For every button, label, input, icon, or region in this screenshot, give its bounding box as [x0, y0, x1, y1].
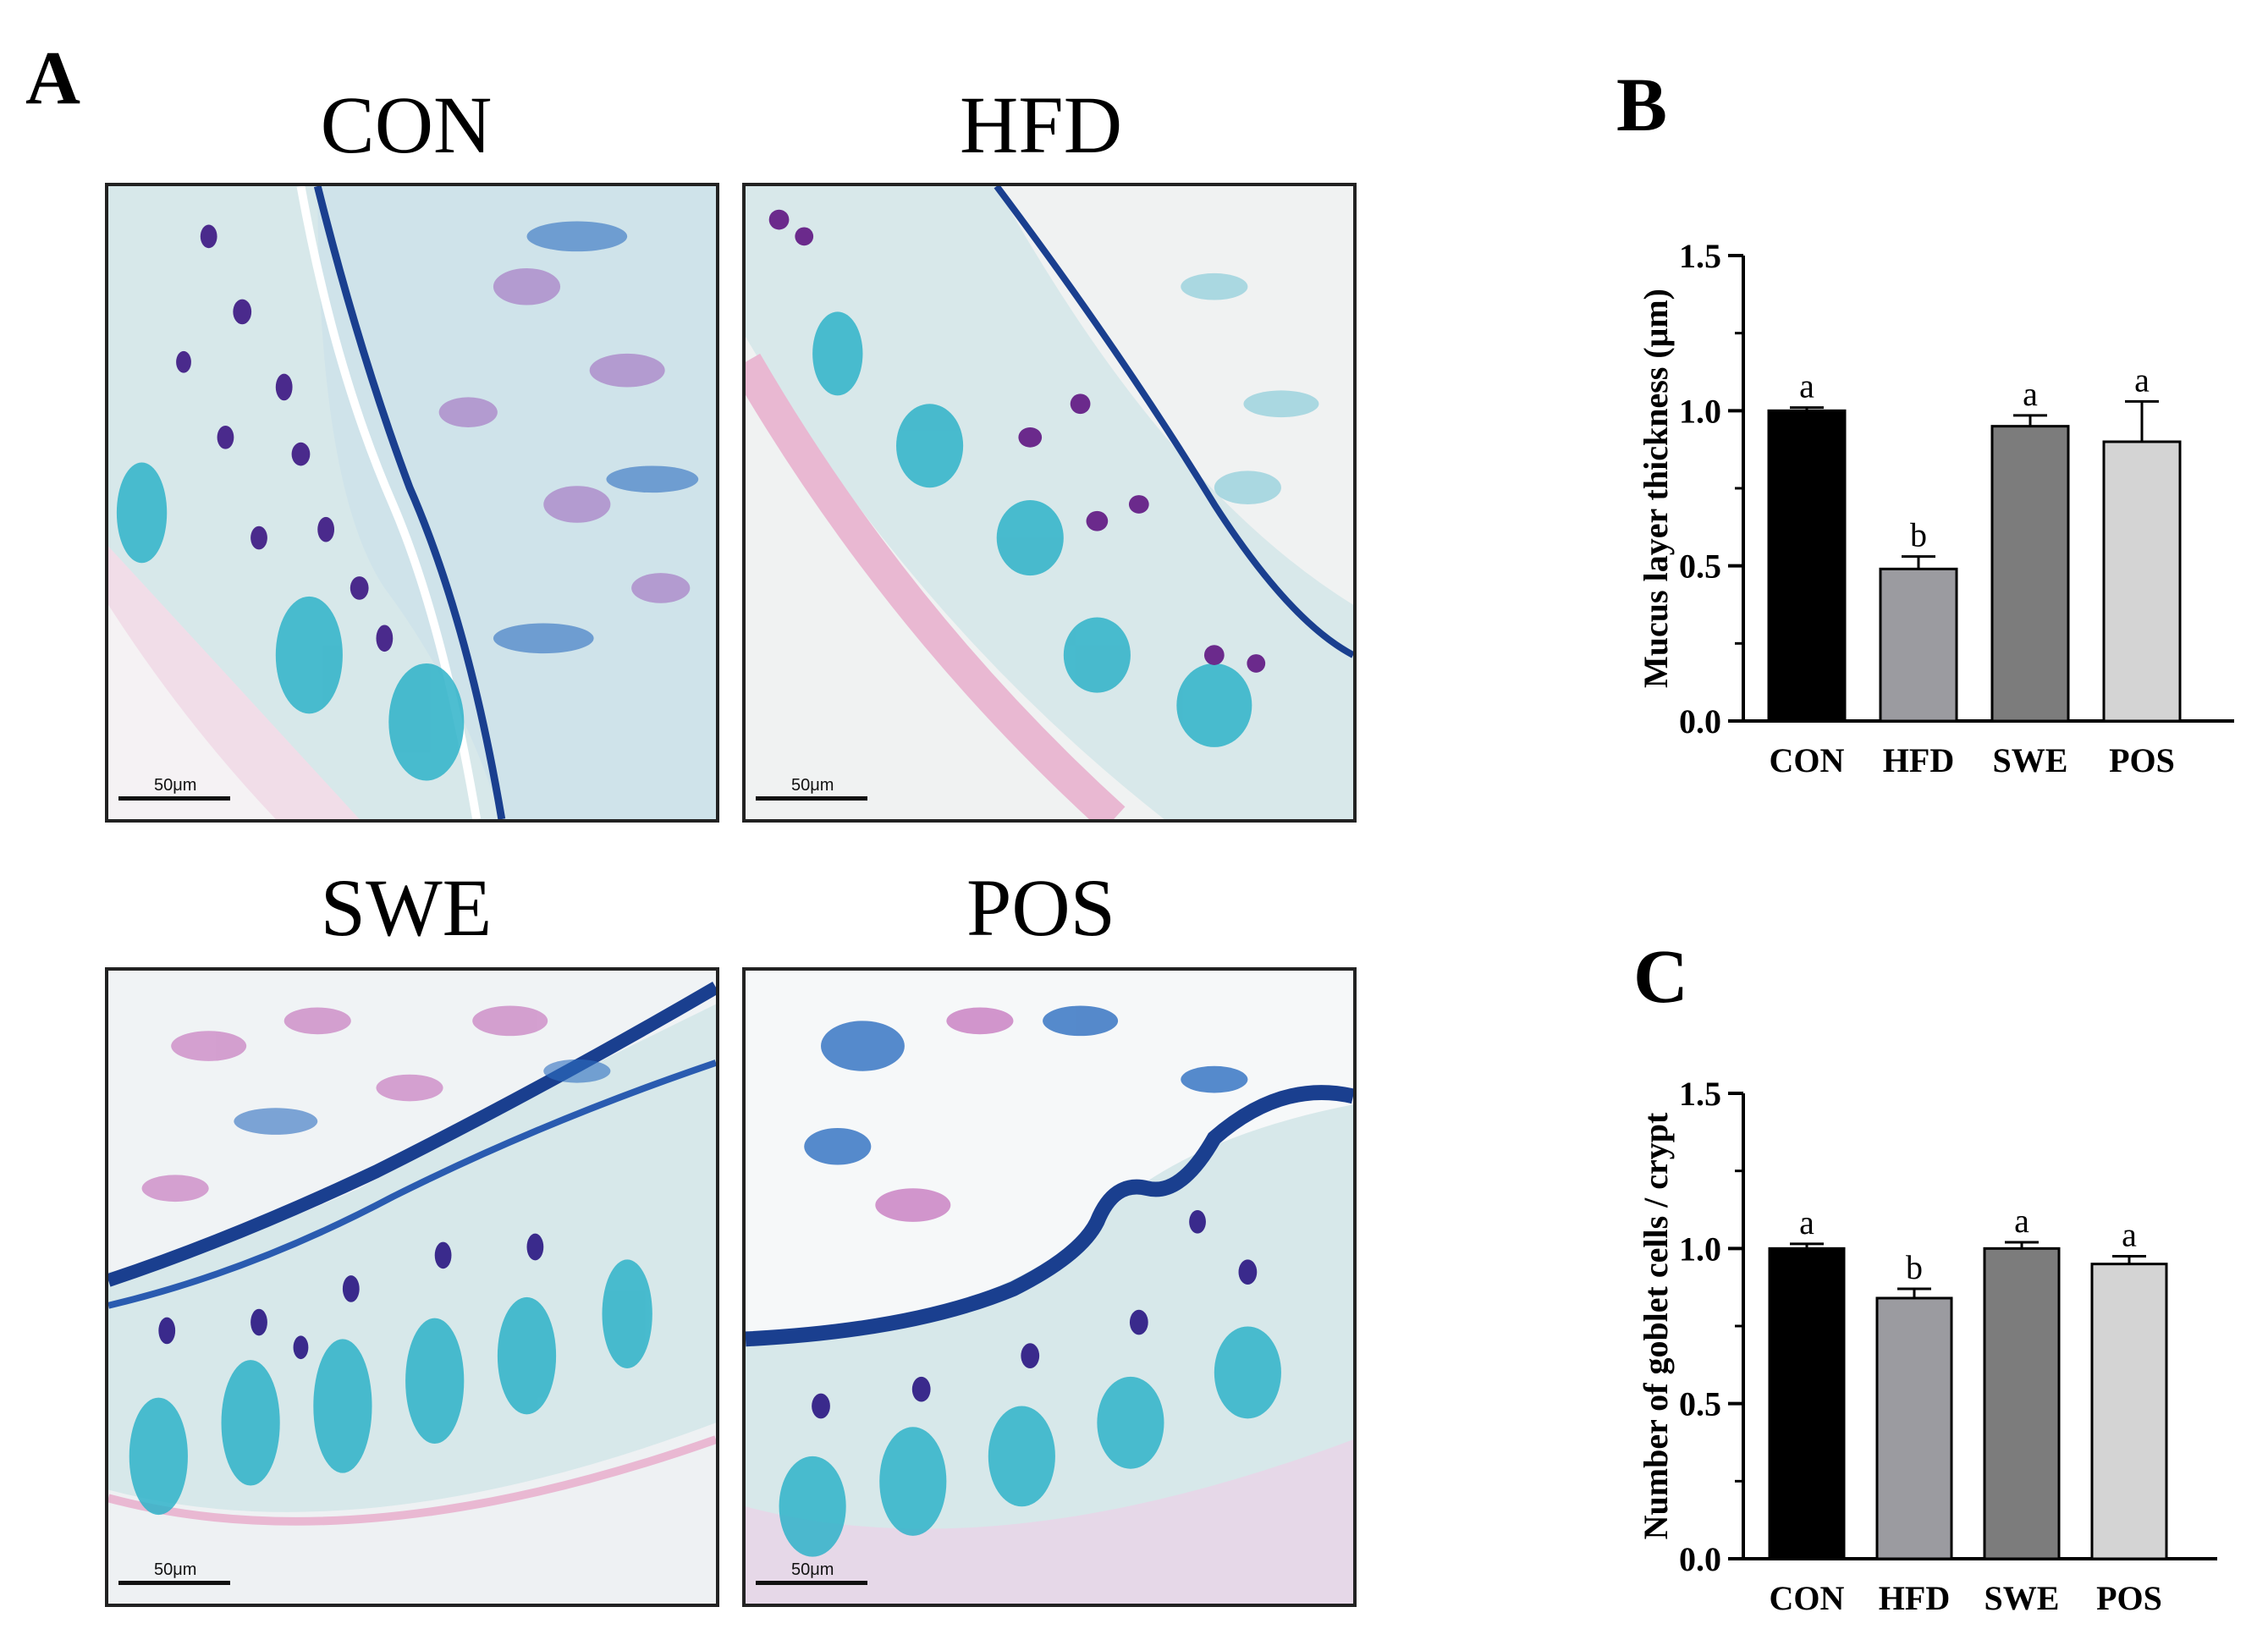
bar-con — [1767, 409, 1847, 723]
micrograph-hfd: 50μm — [742, 183, 1357, 823]
significance-letter: a — [1799, 1203, 1814, 1241]
micrograph-pos-tissue — [746, 971, 1353, 1604]
y-tick-label: 1.5 — [1679, 237, 1721, 275]
micrograph-title-swe: SWE — [320, 862, 493, 953]
micrograph-title-pos: POS — [966, 862, 1116, 953]
micrograph-title-hfd: HFD — [959, 80, 1123, 170]
bar-swe — [1983, 1247, 2061, 1560]
significance-letter: b — [1910, 516, 1927, 554]
scale-bar-label: 50μm — [154, 1560, 197, 1579]
significance-letter: b — [1906, 1248, 1923, 1286]
significance-letter: a — [1799, 367, 1814, 405]
chart-b: 0.0 0.5 1.0 1.5 Mucus layer thickness (μm) a C… — [1591, 220, 2234, 817]
scale-bar-hfd: 50μm — [756, 776, 871, 801]
scale-bar-swe: 50μm — [118, 1560, 234, 1585]
significance-letter: a — [2134, 360, 2150, 399]
micrograph-swe-tissue — [108, 971, 716, 1604]
panel-a-letter: A — [25, 36, 80, 120]
y-tick-label: 1.5 — [1679, 1075, 1721, 1113]
x-tick-label: HFD — [1883, 741, 1954, 779]
scale-bar-label: 50μm — [791, 776, 834, 795]
x-tick-label: POS — [2109, 741, 2175, 779]
panel-c-letter: C — [1633, 935, 1688, 1019]
y-tick-label: 1.0 — [1679, 1230, 1721, 1268]
significance-letter: a — [2122, 1216, 2137, 1254]
scale-bar-label: 50μm — [791, 1560, 834, 1579]
x-tick-label: SWE — [1993, 741, 2068, 779]
micrograph-con: 50μm — [105, 183, 719, 823]
significance-letter: a — [2014, 1202, 2029, 1240]
micrograph-title-con: CON — [320, 80, 493, 170]
panel-b-letter: B — [1616, 63, 1668, 147]
micrograph-pos: 50μm — [742, 967, 1357, 1607]
micrograph-con-tissue — [108, 186, 716, 819]
x-tick-label: POS — [2096, 1579, 2162, 1617]
y-axis-label: Mucus layer thickness (μm) — [1637, 289, 1675, 688]
bar-hfd — [1875, 1296, 1953, 1560]
chart-c: 0.0 0.5 1.0 1.5 Number of goblet cells / cry… — [1591, 1058, 2234, 1646]
y-tick-label: 1.0 — [1679, 392, 1721, 430]
x-tick-label: CON — [1770, 1579, 1845, 1617]
y-tick-label: 0.0 — [1679, 1540, 1721, 1578]
x-tick-label: SWE — [1984, 1579, 2060, 1617]
x-tick-label: CON — [1770, 741, 1845, 779]
x-tick-label: HFD — [1879, 1579, 1950, 1617]
bar-hfd — [1879, 567, 1958, 723]
bar-con — [1768, 1247, 1846, 1560]
bar-pos — [2090, 1263, 2168, 1560]
y-tick-label: 0.5 — [1679, 548, 1721, 586]
micrograph-hfd-tissue — [746, 186, 1353, 819]
scale-bar-pos: 50μm — [756, 1560, 871, 1585]
scale-bar-con: 50μm — [118, 776, 234, 801]
bar-swe — [1990, 425, 2070, 723]
bar-pos — [2102, 440, 2182, 723]
significance-letter: a — [2023, 375, 2038, 413]
micrograph-swe: 50μm — [105, 967, 719, 1607]
scale-bar-label: 50μm — [154, 776, 197, 795]
y-axis-label: Number of goblet cells / crypt — [1637, 1112, 1675, 1539]
y-tick-label: 0.5 — [1679, 1385, 1721, 1423]
y-tick-label: 0.0 — [1679, 702, 1721, 740]
